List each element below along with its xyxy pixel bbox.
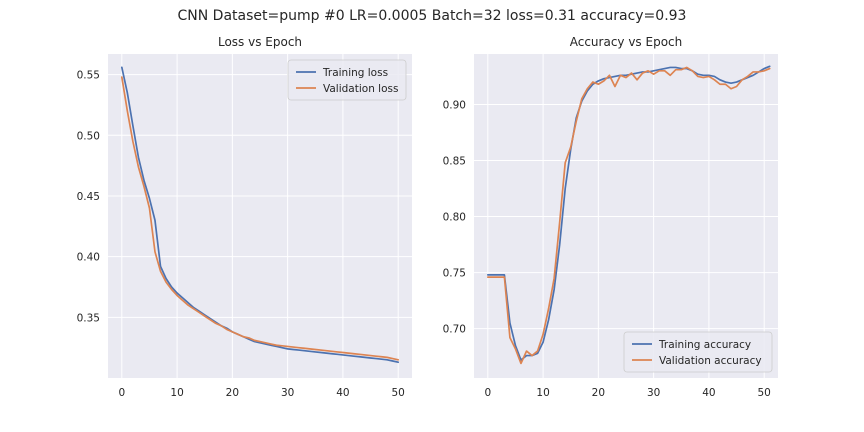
- y-tick-label: 0.50: [77, 130, 100, 142]
- y-tick-label: 0.40: [77, 252, 100, 264]
- y-tick-label: 0.70: [443, 324, 466, 336]
- legend-label: Training loss: [322, 67, 388, 79]
- y-tick-label: 0.35: [77, 312, 100, 324]
- series-line-training-loss: [120, 66, 400, 364]
- x-tick-label: 20: [226, 387, 239, 399]
- y-tick-label: 0.90: [443, 99, 466, 111]
- legend-label: Validation loss: [323, 83, 398, 95]
- x-tick-label: 40: [336, 387, 349, 399]
- plot-area: [474, 54, 778, 378]
- y-tick-label: 0.75: [443, 268, 466, 280]
- x-tick-label: 10: [170, 387, 183, 399]
- x-tick-label: 30: [281, 387, 294, 399]
- y-tick-label: 0.45: [77, 191, 100, 203]
- accuracy-chart: 0 10 20 30 40 50 0.70 0.75 0.80 0.85 0.90 Accuracy …: [443, 35, 778, 399]
- chart-title: Loss vs Epoch: [218, 35, 302, 49]
- legend-label: Validation accuracy: [659, 355, 762, 367]
- x-tick-label: 30: [647, 387, 660, 399]
- legend-box: [623, 331, 773, 373]
- plot-area: [108, 54, 412, 378]
- x-tick-label: 20: [592, 387, 605, 399]
- x-tick-label: 40: [702, 387, 715, 399]
- chart-title: Accuracy vs Epoch: [570, 35, 683, 49]
- y-tick-label: 0.85: [443, 156, 466, 168]
- legend: Training loss Validation loss: [287, 59, 407, 101]
- figure-suptitle: CNN Dataset=pump #0 LR=0.0005 Batch=32 l…: [178, 8, 687, 24]
- legend-label: Training accuracy: [658, 339, 751, 351]
- x-tick-label: 50: [391, 387, 404, 399]
- x-tick-label: 10: [536, 387, 549, 399]
- series-line-validation-loss: [120, 76, 400, 361]
- x-tick-label: 0: [484, 387, 491, 399]
- x-tick-label: 0: [118, 387, 125, 399]
- y-tick-label: 0.80: [443, 212, 466, 224]
- x-tick-label: 50: [757, 387, 770, 399]
- legend-box: [287, 59, 407, 101]
- y-tick-label: 0.55: [77, 70, 100, 82]
- loss-chart: 0 10 20 30 40 50 0.35 0.40 0.45 0.50 0.55 Loss vs E…: [77, 35, 412, 399]
- legend: Training accuracy Validation accuracy: [623, 331, 773, 373]
- series-line-validation-accuracy: [486, 66, 771, 365]
